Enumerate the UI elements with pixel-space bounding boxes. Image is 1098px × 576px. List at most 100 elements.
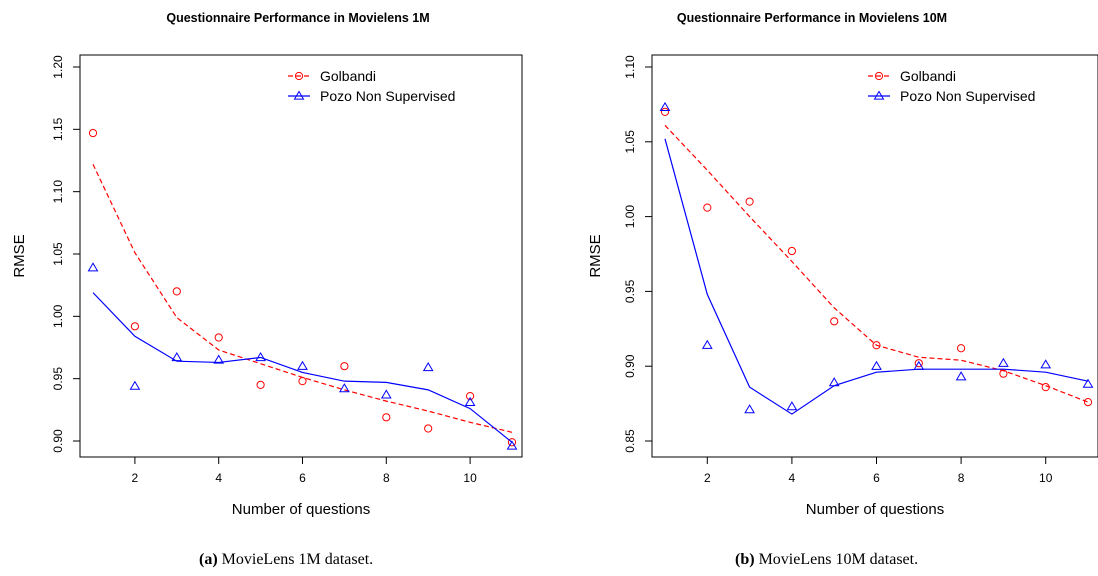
plot-frame — [79, 54, 523, 458]
data-point-circle — [466, 392, 475, 401]
y-tick-label: 1.15 — [51, 117, 65, 141]
data-point-triangle — [422, 361, 434, 372]
data-point-circle — [1083, 398, 1093, 407]
data-point-circle — [424, 424, 433, 433]
data-point-circle — [88, 128, 98, 138]
data-point-circle — [298, 377, 307, 386]
data-point-triangle — [380, 389, 392, 399]
x-tick-label: 4 — [789, 471, 796, 485]
legend-label: Pozo Non Supervised — [900, 88, 1035, 104]
y-tick-label: 1.10 — [623, 55, 637, 79]
dashed-trend-line — [664, 124, 1089, 403]
data-point-circle — [172, 287, 181, 296]
x-tick-label: 6 — [299, 471, 306, 485]
y-tick-label: 1.05 — [623, 130, 637, 154]
data-point-triangle — [1040, 359, 1052, 369]
x-tick-label: 8 — [383, 471, 390, 485]
legend-marker-circle — [874, 71, 884, 81]
dashed-trend-line — [92, 163, 513, 433]
legend: Golbandi Pozo Non Supervised — [868, 68, 1035, 104]
x-axis-label: Number of questions — [806, 501, 944, 518]
legend-label: Golbandi — [900, 68, 956, 84]
x-axis-label: Number of questions — [232, 501, 370, 518]
data-point-triangle — [744, 404, 755, 414]
chart-panel-movielens-10m: Questionnaire Performance in Movielens 1… — [587, 11, 1098, 518]
chart-title: Questionnaire Performance in Movielens 1… — [166, 11, 429, 25]
y-tick-label: 0.95 — [623, 279, 637, 303]
figure-canvas: Questionnaire Performance in Movielens 1… — [11, 11, 1098, 518]
data-point-triangle — [1082, 378, 1094, 388]
series-golbandi — [88, 128, 517, 447]
caption-b-label: (b) — [735, 551, 755, 568]
x-tick-label: 2 — [132, 471, 139, 485]
data-point-triangle — [464, 396, 476, 407]
x-tick-label: 10 — [1039, 471, 1053, 485]
data-point-triangle — [955, 371, 967, 381]
caption-a-label: (a) — [199, 551, 218, 568]
data-point-triangle — [87, 262, 99, 272]
x-tick-label: 6 — [873, 471, 880, 485]
data-point-triangle — [998, 357, 1009, 367]
solid-trend-line — [92, 292, 513, 443]
data-point-circle — [914, 359, 923, 368]
data-point-circle — [1041, 383, 1050, 392]
data-point-circle — [382, 413, 391, 422]
series-pozo-non-supervised — [87, 262, 518, 450]
y-tick-label: 0.90 — [51, 429, 65, 453]
legend-label: Pozo Non Supervised — [320, 88, 455, 104]
y-tick-label: 0.85 — [623, 429, 637, 453]
legend-marker-circle — [294, 71, 304, 81]
x-tick-label: 4 — [215, 471, 222, 485]
data-point-circle — [660, 107, 670, 116]
x-tick-label: 8 — [958, 471, 965, 485]
chart-title: Questionnaire Performance in Movielens 1… — [677, 11, 947, 25]
data-point-circle — [787, 246, 797, 256]
data-point-triangle — [171, 351, 183, 362]
y-tick-label: 1.00 — [623, 205, 637, 229]
data-point-circle — [703, 203, 712, 212]
y-axis-label: RMSE — [11, 234, 28, 277]
data-point-triangle — [913, 360, 925, 370]
data-point-triangle — [701, 339, 713, 349]
data-point-circle — [745, 197, 754, 206]
y-tick-label: 1.00 — [51, 304, 65, 328]
y-axis-label: RMSE — [587, 234, 604, 277]
x-tick-label: 2 — [704, 471, 711, 485]
caption-a: (a) MovieLens 1M dataset. — [199, 551, 373, 569]
data-point-triangle — [828, 377, 840, 387]
y-tick-label: 0.95 — [51, 367, 65, 391]
data-point-circle — [214, 333, 223, 342]
legend-label: Golbandi — [320, 68, 376, 84]
data-point-triangle — [506, 440, 518, 450]
data-point-circle — [999, 369, 1008, 378]
caption-b-text: MovieLens 10M dataset. — [754, 551, 919, 568]
legend-marker-triangle — [293, 90, 305, 100]
data-point-triangle — [255, 351, 266, 362]
caption-b: (b) MovieLens 10M dataset. — [735, 551, 918, 569]
y-tick-label: 0.90 — [623, 354, 637, 378]
data-point-triangle — [297, 360, 308, 370]
series-golbandi — [660, 107, 1093, 407]
plot-frame — [651, 54, 1098, 458]
data-point-circle — [957, 344, 966, 353]
caption-a-text: MovieLens 1M dataset. — [217, 551, 374, 568]
data-point-circle — [507, 438, 517, 447]
data-point-triangle — [339, 383, 350, 393]
data-point-circle — [130, 322, 139, 331]
data-point-triangle — [129, 380, 141, 390]
chart-panel-movielens-1m: Questionnaire Performance in Movielens 1… — [11, 11, 523, 518]
data-point-triangle — [786, 401, 798, 411]
data-point-circle — [340, 362, 349, 371]
legend-marker-triangle — [873, 90, 885, 100]
data-point-triangle — [213, 354, 225, 364]
data-point-triangle — [871, 360, 882, 370]
solid-trend-line — [664, 138, 1089, 415]
y-tick-label: 1.20 — [51, 55, 65, 79]
series-pozo-non-supervised — [659, 101, 1094, 415]
data-point-circle — [872, 341, 881, 350]
x-tick-label: 10 — [463, 471, 477, 485]
y-tick-label: 1.05 — [51, 242, 65, 266]
legend: Golbandi Pozo Non Supervised — [288, 68, 455, 104]
data-point-circle — [830, 317, 839, 326]
y-tick-label: 1.10 — [51, 180, 65, 204]
